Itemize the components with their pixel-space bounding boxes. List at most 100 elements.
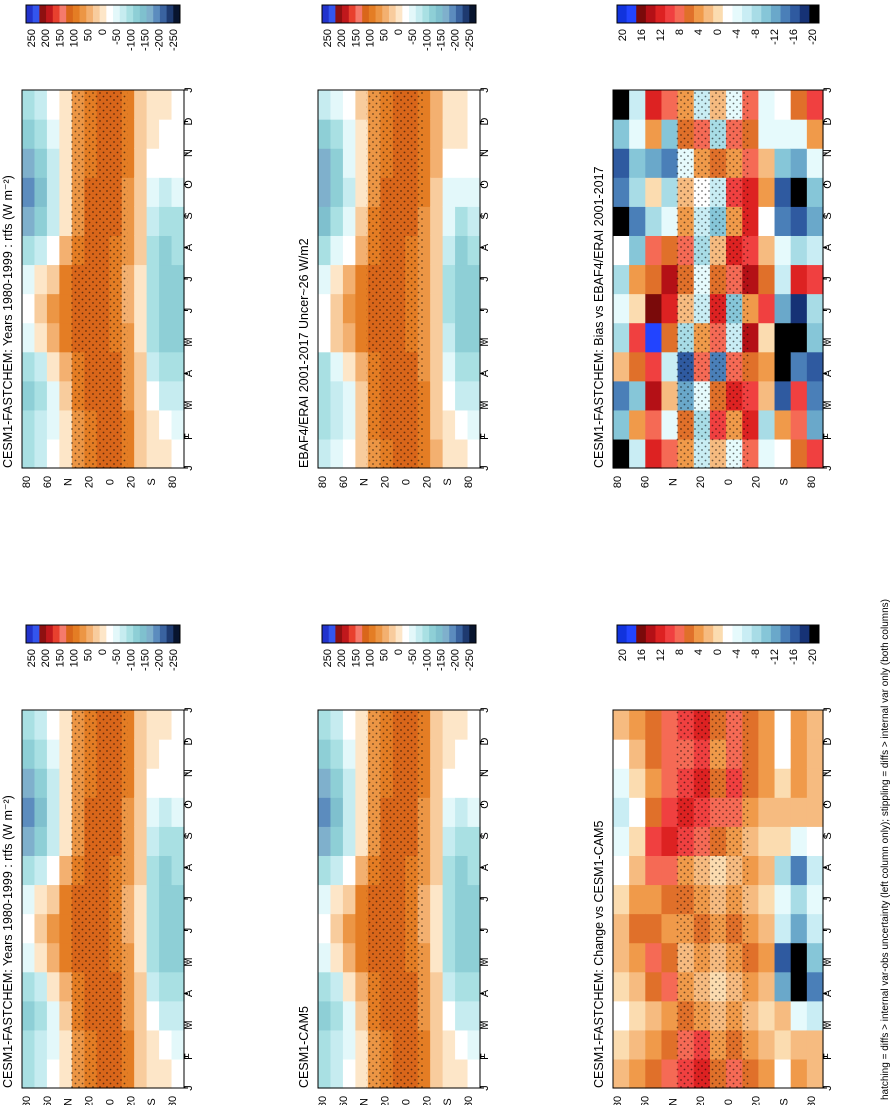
heatmap-cell xyxy=(342,293,356,324)
heatmap-cell xyxy=(330,148,344,178)
month-tick-label: A xyxy=(183,863,195,871)
heatmap-cell xyxy=(342,438,356,469)
colorbar-swatch xyxy=(636,625,647,643)
heatmap-cell xyxy=(806,351,824,382)
heatmap-cell xyxy=(318,1000,332,1031)
heatmap-cell xyxy=(758,206,776,236)
heatmap-cell xyxy=(455,855,469,886)
month-tick-label: O xyxy=(822,800,834,809)
colorbar-label: 0 xyxy=(393,29,405,35)
colorbar-swatch xyxy=(636,5,647,23)
colorbar-swatch xyxy=(133,625,141,643)
colorbar-label: 150 xyxy=(54,649,66,667)
heatmap-cell xyxy=(774,409,792,440)
heatmap-cell xyxy=(790,438,808,469)
heatmap-cell xyxy=(171,1058,185,1089)
heatmap-cell xyxy=(46,884,60,915)
heatmap-cell xyxy=(455,710,469,740)
colorbar-swatch xyxy=(761,625,772,643)
heatmap-cell xyxy=(455,739,469,769)
lat-tick-label: 0 xyxy=(400,1099,412,1105)
heatmap-cell xyxy=(661,884,679,915)
heatmap-cell xyxy=(134,206,148,236)
colorbar-swatch xyxy=(770,5,781,23)
month-tick-label: J xyxy=(479,276,491,282)
colorbar-frame xyxy=(25,624,181,644)
heatmap-cell xyxy=(330,206,344,236)
heatmap-cell xyxy=(774,826,792,856)
heatmap-cell xyxy=(342,913,356,944)
colorbar-label: 8 xyxy=(674,649,686,655)
heatmap-cell xyxy=(355,855,369,886)
month-tick-label: F xyxy=(183,1053,195,1060)
heatmap-cell xyxy=(146,739,160,769)
heatmap-cell xyxy=(645,380,663,411)
colorbar-swatch xyxy=(402,5,410,23)
stippling-overlay xyxy=(366,710,424,1088)
colorbar-swatch xyxy=(462,5,470,23)
heatmap-cell xyxy=(613,797,630,827)
heatmap-cell xyxy=(342,855,356,886)
colorbar-swatch xyxy=(355,5,363,23)
heatmap-cell xyxy=(467,1000,481,1031)
month-tick-label: J xyxy=(183,465,195,471)
heatmap-cell xyxy=(342,264,356,295)
heatmap-cell xyxy=(613,855,630,886)
heatmap-cell xyxy=(318,409,332,440)
heatmap-cell xyxy=(342,1058,356,1089)
heatmap-cell xyxy=(34,351,48,382)
heatmap-cell xyxy=(758,1000,776,1031)
colorbar-swatch xyxy=(665,625,676,643)
heatmap-cell xyxy=(59,177,73,207)
lat-tick-label: 80 xyxy=(167,476,179,488)
heatmap-cell xyxy=(134,148,148,178)
heatmap-cell xyxy=(613,768,630,798)
heatmap-cell xyxy=(758,855,776,886)
lat-tick-label: 60 xyxy=(338,1096,350,1105)
heatmap-cell xyxy=(467,409,481,440)
month-tick-label: D xyxy=(183,117,195,125)
heatmap-cell xyxy=(774,913,792,944)
heatmap-cell xyxy=(430,206,444,236)
heatmap-cell xyxy=(59,438,73,469)
heatmap-cell xyxy=(171,293,185,324)
colorbar-swatch xyxy=(449,625,457,643)
lat-tick-label: 20 xyxy=(421,1096,433,1105)
lat-tick-label: 20 xyxy=(84,1096,96,1105)
heatmap-cell xyxy=(774,206,792,236)
colorbar-swatch xyxy=(449,5,457,23)
colorbar-swatch xyxy=(626,625,637,643)
colorbar-label: 250 xyxy=(26,29,38,47)
heatmap-cell xyxy=(22,913,36,944)
heatmap-cell xyxy=(34,710,48,740)
colorbar-label: -50 xyxy=(111,29,123,45)
lat-tick-label: 20 xyxy=(125,1096,137,1105)
heatmap-cell xyxy=(34,322,48,353)
heatmap-cell xyxy=(806,971,824,1002)
heatmap-cell xyxy=(330,119,344,149)
heatmap-cell xyxy=(758,884,776,915)
heatmap-cell xyxy=(455,1029,469,1060)
colorbar-swatch xyxy=(86,5,94,23)
month-tick-label: N xyxy=(479,769,491,777)
colorbar-swatch xyxy=(388,625,397,643)
heatmap-cell xyxy=(330,739,344,769)
month-tick-label: O xyxy=(822,180,834,189)
heatmap-cell xyxy=(159,884,173,915)
month-tick-label: J xyxy=(822,928,834,934)
heatmap-cell xyxy=(318,1058,332,1089)
month-tick-label: J xyxy=(822,308,834,314)
colorbar-label: -100 xyxy=(125,649,137,671)
colorbar-label: -250 xyxy=(168,649,180,671)
heatmap-cell xyxy=(146,768,160,798)
heatmap-cell xyxy=(146,177,160,207)
colorbar-swatch xyxy=(159,625,168,643)
heatmap-cell xyxy=(355,206,369,236)
heatmap-cell xyxy=(774,1000,792,1031)
heatmap-cell xyxy=(629,119,646,149)
heatmap-cell xyxy=(629,380,646,411)
heatmap-cell xyxy=(645,884,663,915)
heatmap-cell xyxy=(159,90,173,120)
colorbar-swatch xyxy=(409,5,417,23)
heatmap-cell xyxy=(455,322,469,353)
